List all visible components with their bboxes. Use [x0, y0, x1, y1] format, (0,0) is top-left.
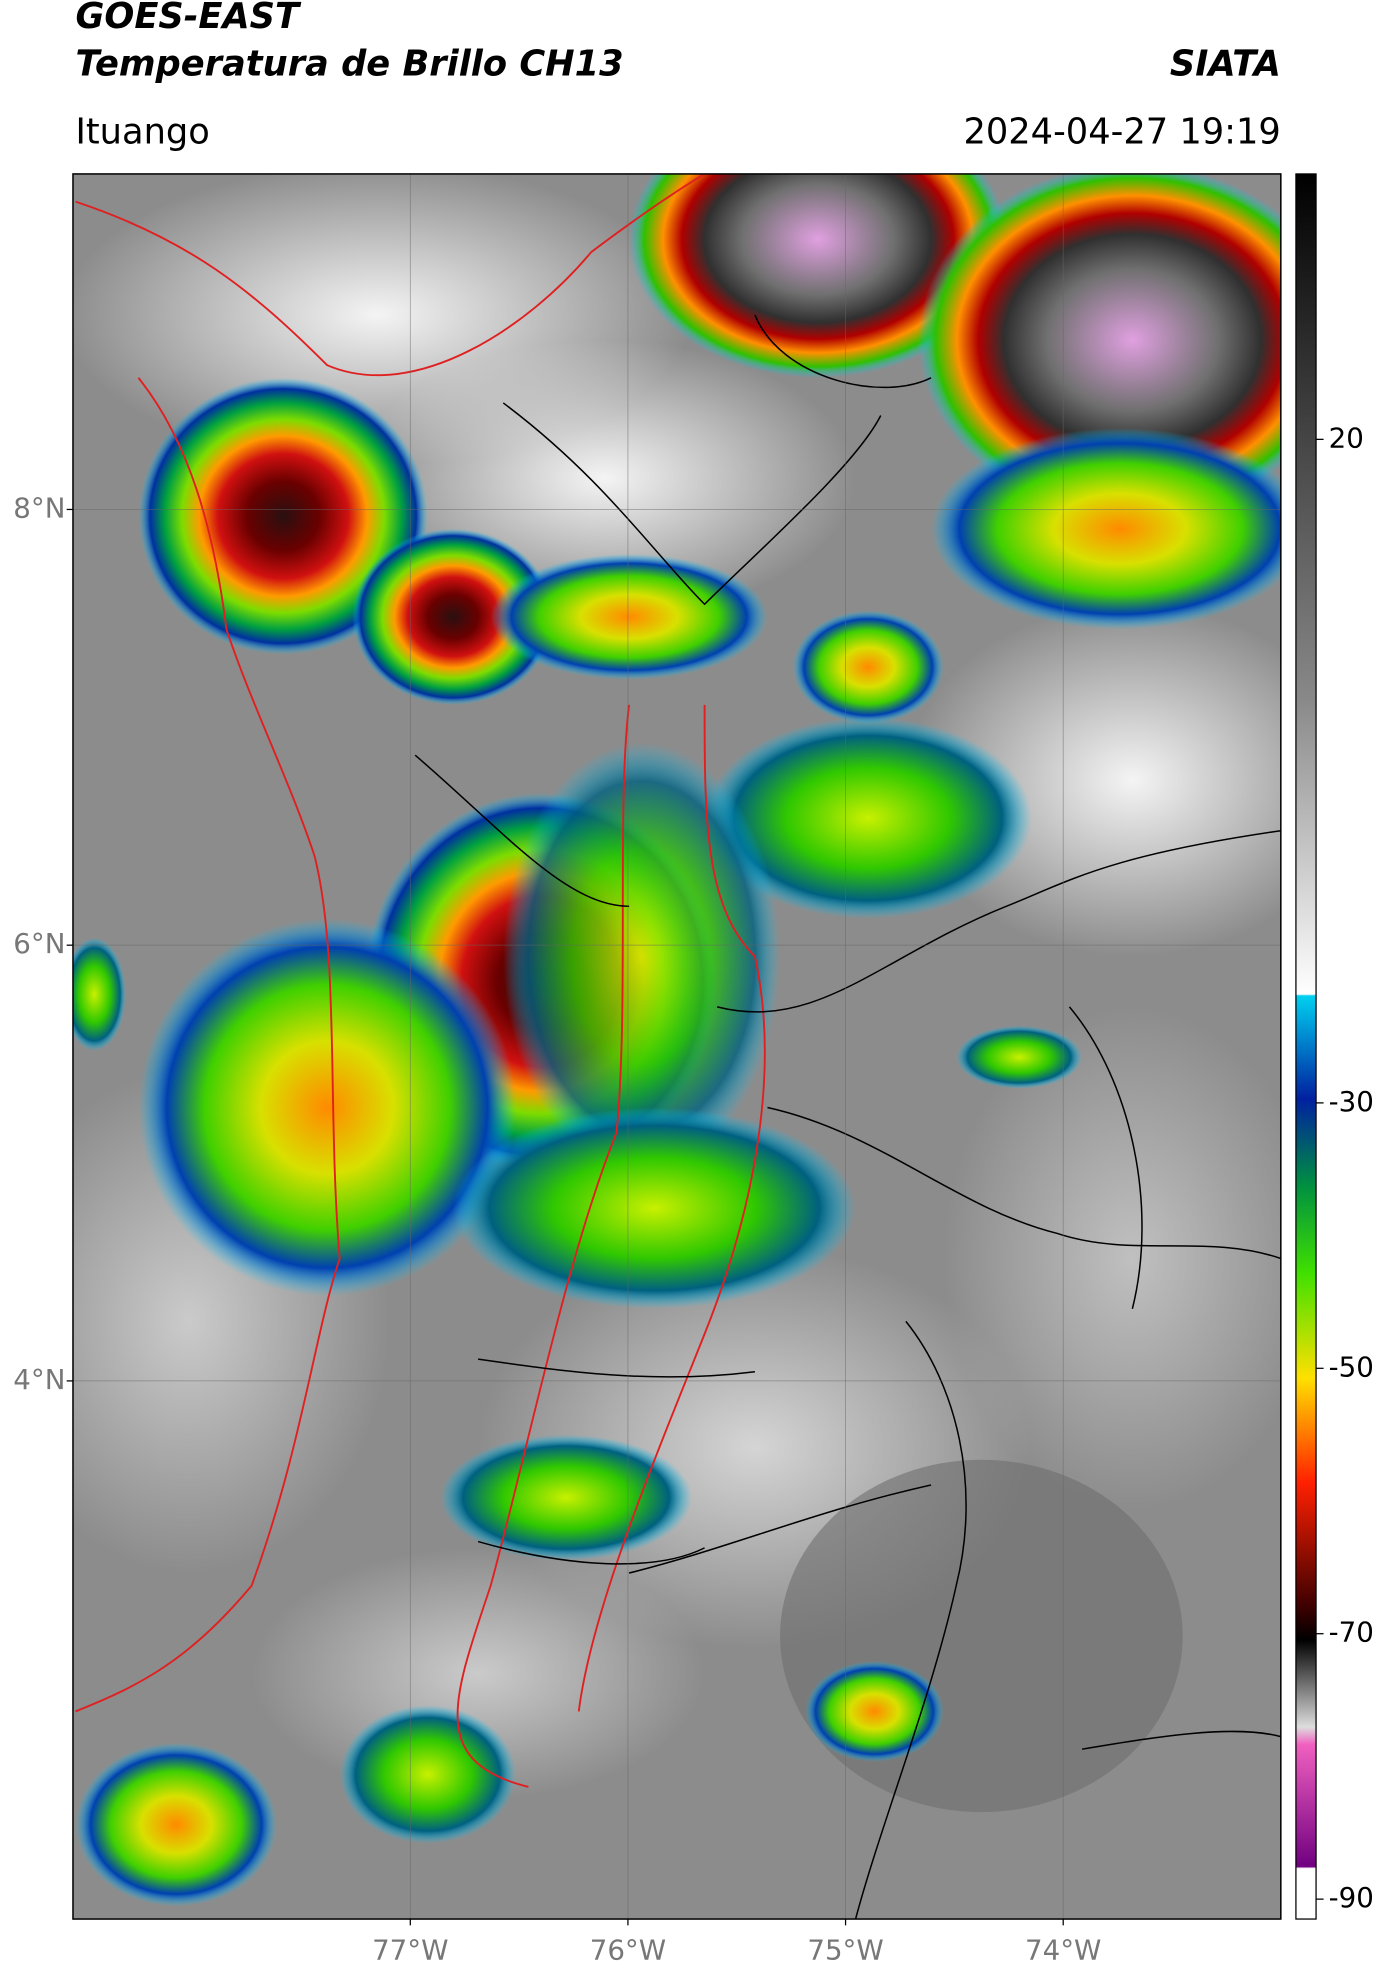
subtitle: Temperatura de Brillo CH13 — [75, 44, 623, 85]
lon-tick-label: 76°W — [590, 1934, 666, 1967]
lat-tick-label: 4°N — [13, 1363, 65, 1396]
lon-tick-label: 77°W — [372, 1934, 448, 1967]
datetime: 2024-04-27 19:19 — [963, 112, 1280, 153]
colorbar-tick-label: -90 — [1329, 1881, 1374, 1914]
colorbar-tick-label: -50 — [1329, 1350, 1374, 1383]
colorbar — [1295, 173, 1317, 1920]
lon-tick-label: 75°W — [807, 1934, 883, 1967]
satellite-image — [72, 173, 1281, 1920]
lon-tick-label: 74°W — [1025, 1934, 1101, 1967]
title: GOES-EAST — [75, 0, 302, 37]
graticule — [66, 173, 1281, 1926]
colorbar-tick-label: -70 — [1329, 1616, 1374, 1649]
map-frame — [72, 173, 1282, 1920]
brand: SIATA — [1170, 44, 1281, 85]
colorbar-tick-label: -30 — [1329, 1085, 1374, 1118]
lat-tick-label: 8°N — [13, 491, 65, 524]
location: Ituango — [75, 112, 209, 153]
lat-tick-label: 6°N — [13, 927, 65, 960]
colorbar-tick-label: 20 — [1329, 421, 1364, 454]
